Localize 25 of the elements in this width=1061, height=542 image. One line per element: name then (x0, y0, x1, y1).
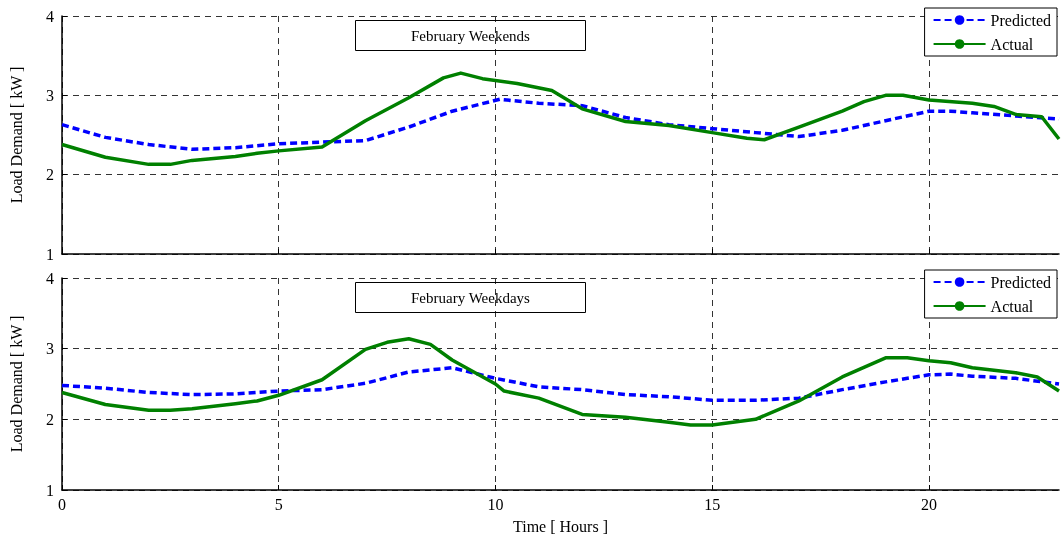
x-tick-label: 15 (704, 495, 721, 513)
y-tick-label: 2 (46, 410, 54, 428)
y-tick-label: 1 (46, 245, 54, 263)
legend-label: Actual (990, 297, 1034, 315)
x-axis-title: Time [ Hours ] (513, 517, 608, 535)
line-series (60, 366, 1061, 402)
legend-label: Predicted (990, 273, 1051, 291)
y-axis-title: Load Demand [ kW ] (7, 66, 25, 204)
y-axis-title: Load Demand [ kW ] (7, 315, 25, 453)
text: February Weekends (411, 27, 531, 44)
x-tick-label: 10 (487, 495, 504, 513)
y-tick-label: 4 (46, 269, 54, 287)
y-tick-label: 3 (46, 86, 54, 104)
x-tick-label: 20 (920, 495, 937, 513)
legend-label: Predicted (990, 11, 1051, 29)
y-tick-label: 3 (46, 340, 54, 358)
text: February Weekdays (411, 289, 531, 306)
x-tick-label: 0 (58, 495, 66, 513)
x-tick-label: 5 (274, 495, 283, 513)
legend-label: Actual (990, 35, 1034, 53)
y-tick-label: 4 (46, 7, 54, 25)
line-series (60, 71, 1061, 167)
line-series (60, 337, 1061, 427)
y-tick-label: 2 (46, 166, 54, 184)
y-tick-label: 1 (46, 481, 54, 499)
